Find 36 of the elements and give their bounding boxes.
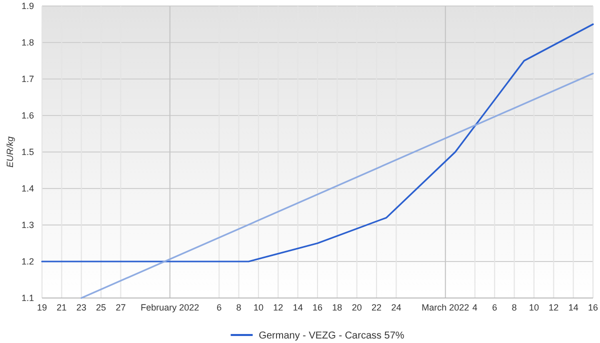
y-tick-label: 1.6 [21,110,34,120]
y-tick-label: 1.1 [21,292,34,303]
x-tick-label: 12 [273,302,284,312]
x-tick-label: 16 [588,302,598,312]
y-tick-label: 1.8 [21,37,34,48]
y-tick-label: 1.7 [21,74,34,84]
x-tick-label: 4 [472,302,478,312]
x-tick-label: 24 [391,302,402,312]
line-series [41,23,594,262]
x-tick-label: 6 [492,302,498,312]
y-tick-label: 1.3 [21,220,34,230]
x-tick-label: 14 [292,302,303,312]
x-tick-label: 22 [372,302,382,312]
y-tick-label: 1.2 [21,256,34,266]
x-tick-label: March 2022 [422,302,470,312]
x-tick-label: 19 [36,302,48,312]
x-tick-label: 10 [528,302,539,312]
x-tick-label: 27 [116,302,126,312]
x-tick-label: 12 [548,302,559,312]
x-tick-label: 16 [312,302,323,312]
x-tick-label: 23 [76,302,86,312]
x-tick-label: 8 [236,302,242,312]
y-tick-label: 1.4 [21,183,34,194]
x-tick-label: February 2022 [140,302,200,312]
x-tick-label: 21 [56,302,67,312]
x-tick-label: 18 [332,302,342,312]
x-tick-label: 8 [512,302,517,312]
x-tick-label: 6 [216,302,222,312]
y-tick-label: 1.5 [21,146,34,157]
legend-label: Germany - VEZG - Carcass 57% [258,330,404,342]
x-tick-label: 14 [568,302,578,312]
y-axis-title: EUR/kg [5,136,15,168]
x-tick-label: 10 [253,302,264,312]
x-tick-label: 20 [352,302,362,312]
x-tick-label: 25 [96,302,106,312]
y-tick-label: 1.9 [21,0,34,11]
